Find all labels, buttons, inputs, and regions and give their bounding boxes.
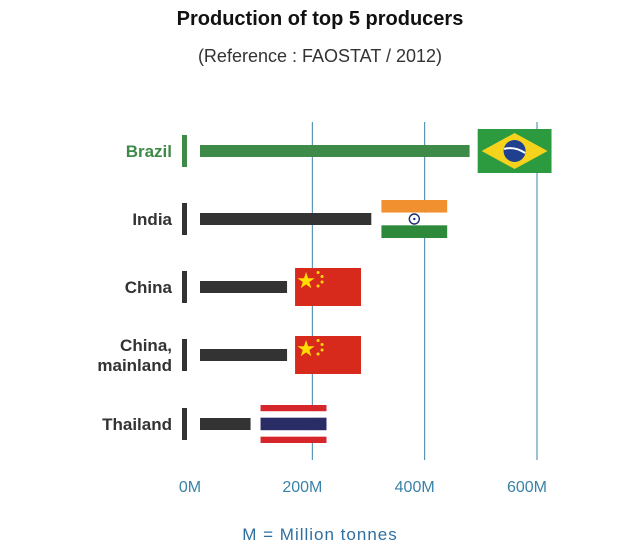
category-label: Brazil — [126, 142, 172, 161]
x-tick-label: 600M — [507, 479, 547, 496]
india-flag — [381, 200, 448, 238]
x-tick-label: 400M — [395, 479, 435, 496]
category-label: India — [132, 210, 172, 229]
bar — [200, 349, 288, 361]
category-marker — [182, 135, 187, 167]
category-label: Thailand — [102, 415, 172, 434]
unit-footnote: M = Million tonnes — [242, 525, 398, 544]
bar — [200, 145, 470, 157]
thailand-flag — [260, 405, 327, 443]
category-marker — [182, 339, 187, 371]
category-marker — [182, 203, 187, 235]
x-tick-label: 0M — [179, 479, 201, 496]
category-label: China — [125, 278, 173, 297]
china-flag — [295, 268, 362, 306]
category-label: China, mainland — [97, 336, 172, 375]
bar — [200, 281, 288, 293]
bar — [200, 213, 372, 225]
bar — [200, 418, 251, 430]
brazil-flag — [477, 129, 552, 173]
chart-title: Production of top 5 producers — [176, 8, 464, 30]
x-tick-label: 200M — [282, 479, 322, 496]
category-marker — [182, 408, 187, 440]
chart-subtitle: (Reference : FAOSTAT / 2012) — [197, 46, 443, 66]
category-marker — [182, 271, 187, 303]
china-flag — [295, 336, 362, 374]
